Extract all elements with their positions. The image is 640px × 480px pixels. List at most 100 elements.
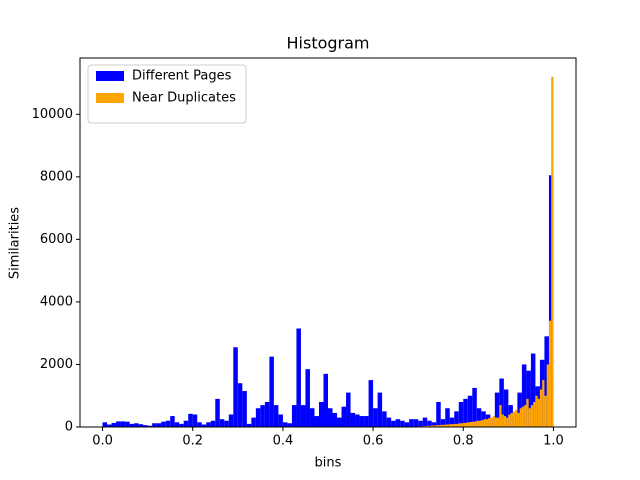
histogram-bar (499, 378, 504, 427)
histogram-bar (332, 412, 338, 427)
histogram-bar (449, 424, 452, 427)
histogram-bar (490, 417, 493, 427)
histogram-bar (111, 422, 117, 427)
histogram-bar (337, 417, 342, 427)
histogram-bar (251, 417, 256, 427)
histogram-bar (483, 419, 486, 427)
histogram-bar (551, 76, 554, 428)
histogram-bar (152, 423, 157, 427)
histogram-bar (517, 412, 520, 427)
plot-frame (79, 57, 577, 428)
histogram-bar (377, 392, 383, 427)
histogram-bar (233, 347, 238, 427)
histogram-bar (318, 401, 324, 427)
histogram-bar (287, 423, 292, 427)
histogram-bar (404, 422, 410, 427)
histogram-bar (499, 405, 502, 427)
histogram-bar (427, 420, 432, 427)
histogram-bar (242, 391, 247, 427)
histogram-bar (454, 423, 457, 427)
histogram-bar (116, 421, 121, 427)
histogram-bar (546, 364, 549, 427)
histogram-bar (445, 408, 450, 427)
histogram-bar (278, 414, 283, 427)
histogram-bar (474, 421, 477, 427)
histogram-bar (503, 416, 507, 427)
histogram-bar (452, 424, 455, 427)
histogram-bar (476, 408, 482, 427)
histogram-bar (467, 395, 473, 427)
histogram-bar (427, 425, 430, 427)
histogram-bar (503, 389, 509, 427)
x-tick-label: 0.4 (273, 434, 294, 449)
histogram-bar (269, 356, 274, 427)
histogram-bar (481, 420, 484, 427)
histogram-bar (521, 364, 527, 427)
histogram-bar (264, 401, 270, 427)
histogram-bar (458, 423, 462, 427)
histogram-bar (192, 414, 198, 427)
histogram-bar (431, 425, 434, 427)
histogram-bar (479, 420, 482, 427)
histogram-bar (454, 411, 459, 427)
histogram-bar (465, 422, 468, 427)
x-tick-label: 1.0 (543, 434, 564, 449)
histogram-bar (341, 406, 347, 427)
histogram-bar (494, 417, 498, 427)
histogram-bar (445, 424, 448, 427)
histogram-bar (433, 425, 437, 427)
histogram-bar (368, 380, 374, 427)
histogram-bar (436, 401, 441, 427)
histogram-bar (215, 398, 220, 427)
histogram-bar (179, 423, 184, 427)
histogram-bar (309, 408, 315, 427)
histogram-bar (120, 421, 126, 427)
histogram-bar (282, 422, 288, 427)
histogram-bar (544, 395, 547, 427)
histogram-bar (530, 353, 536, 427)
histogram-bar (422, 417, 428, 427)
histogram-bar (418, 420, 423, 427)
histogram-bar (228, 414, 234, 427)
histogram-bar (224, 420, 229, 427)
histogram-bar (291, 405, 297, 427)
histogram-bar (521, 406, 525, 427)
x-tick-label: 0.8 (453, 434, 474, 449)
histogram-bar (485, 419, 489, 427)
histogram-bar (156, 423, 162, 427)
histogram-bar (300, 405, 306, 427)
histogram-bar (515, 409, 518, 427)
histogram-bar (219, 419, 225, 427)
histogram-bar (143, 425, 148, 427)
histogram-bar (537, 398, 540, 427)
histogram-bar (206, 422, 211, 427)
legend-swatch (96, 71, 124, 81)
histogram-bar (183, 420, 189, 427)
histogram-bar (386, 417, 392, 427)
histogram-bar (463, 422, 466, 427)
histogram-bar (237, 383, 243, 427)
histogram-bar (391, 420, 396, 427)
histogram-bar (210, 420, 216, 427)
histogram-bar (535, 395, 538, 427)
histogram-bar (548, 320, 552, 427)
histogram-bar (188, 413, 193, 427)
histogram-bar (147, 425, 153, 427)
x-tick-label: 0.0 (92, 434, 113, 449)
histogram-bar (472, 387, 477, 427)
histogram-bar (197, 422, 202, 427)
histogram-bar (438, 425, 441, 427)
y-tick-label: 10000 (32, 107, 73, 122)
histogram-bar (528, 408, 531, 427)
histogram-bar (449, 417, 455, 427)
histogram-bar (323, 373, 328, 427)
histogram-bar (346, 392, 351, 427)
histogram-bar (161, 421, 166, 427)
histogram-bar (170, 416, 175, 427)
histogram-bar (539, 389, 543, 427)
histogram-bar (548, 175, 554, 427)
histogram-bar (530, 405, 534, 427)
histogram-bar (260, 405, 265, 427)
legend-label: Near Duplicates (132, 91, 236, 106)
